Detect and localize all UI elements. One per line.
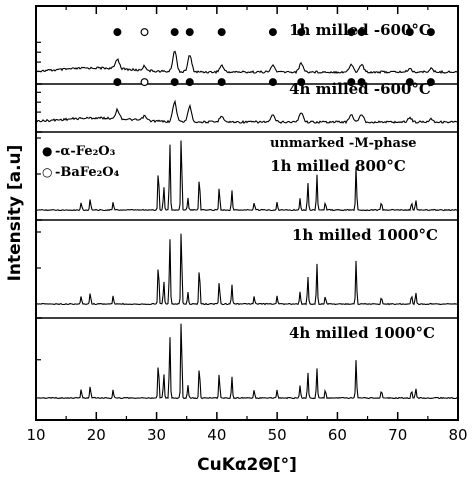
hematite-marker [217, 28, 226, 37]
hematite-marker [426, 28, 435, 37]
m-phase-annotation: unmarked -M-phase [270, 136, 417, 151]
legend-label-bafe2o4: -BaFe₂O₄ [55, 165, 120, 180]
hematite-marker [297, 28, 306, 37]
hematite-marker [405, 78, 414, 87]
x-tick-label: 30 [147, 426, 166, 444]
hematite-marker [185, 78, 194, 87]
x-tick-label: 20 [87, 426, 106, 444]
hematite-marker [297, 78, 306, 87]
trace-line [36, 323, 458, 400]
x-tick-label: 60 [328, 426, 347, 444]
x-tick-label: 70 [388, 426, 407, 444]
hematite-marker [426, 78, 435, 87]
hematite-marker [268, 78, 277, 87]
series-labels: 1h milled -600°C 4h milled -600°C 1h mille… [270, 21, 438, 342]
hematite-marker [170, 78, 179, 87]
hematite-marker [347, 78, 356, 87]
hematite-marker [268, 28, 277, 37]
trace-line [36, 99, 458, 125]
legend-label-hematite: -α-Fe₂O₃ [55, 144, 116, 159]
hematite-marker [357, 78, 366, 87]
bafe2o4-marker [140, 78, 149, 87]
hematite-marker [113, 28, 122, 37]
hematite-marker [113, 78, 122, 87]
hematite-marker [185, 28, 194, 37]
x-tick-label: 10 [26, 426, 45, 444]
phase-markers [113, 28, 435, 87]
trace-line [36, 140, 458, 212]
hematite-marker [405, 28, 414, 37]
trace-line [36, 50, 458, 75]
traces [36, 50, 458, 400]
legend-symbol-bafe2o4: ○ [42, 165, 52, 179]
x-tick-label: 80 [448, 426, 467, 444]
legend-symbol-hematite: ● [42, 144, 52, 158]
panel-separators [36, 41, 458, 361]
series-label: 4h milled -600°C [289, 80, 431, 98]
x-axis-label: CuKα2Θ[°] [197, 455, 297, 475]
series-label: 1h milled 800°C [270, 157, 406, 175]
trace-line [36, 233, 458, 306]
hematite-marker [217, 78, 226, 87]
x-axis: 10 20 30 40 50 60 70 80 [26, 6, 468, 444]
y-axis-label: Intensity [a.u] [5, 145, 25, 282]
series-label: 4h milled 1000°C [289, 324, 435, 342]
x-tick-label: 50 [268, 426, 287, 444]
hematite-marker [357, 28, 366, 37]
series-label: 1h milled -600°C [289, 21, 431, 39]
series-label: 1h milled 1000°C [292, 226, 438, 244]
hematite-marker [347, 28, 356, 37]
hematite-marker [170, 28, 179, 37]
x-tick-label: 40 [207, 426, 226, 444]
bafe2o4-marker [140, 28, 149, 37]
legend: ● -α-Fe₂O₃ ○ -BaFe₂O₄ [42, 144, 120, 180]
